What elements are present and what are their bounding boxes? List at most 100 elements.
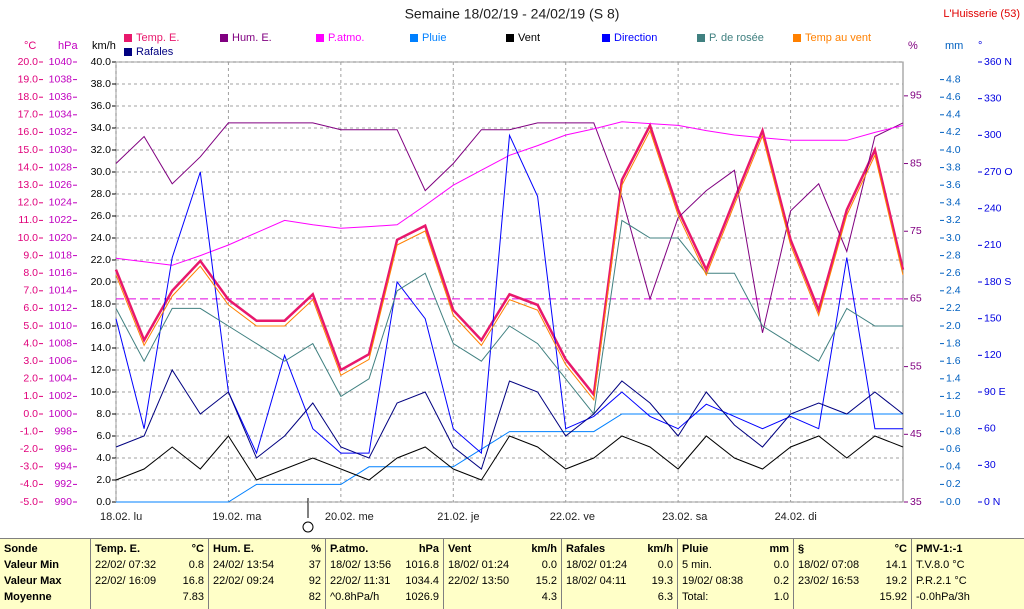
y-tick-label: 210: [984, 239, 1002, 251]
column-unit: °C: [894, 543, 907, 555]
column-name: Temp. E.: [95, 543, 141, 555]
y-tick-label: 20.0: [18, 56, 39, 68]
stat-when: 18/02/ 01:24: [448, 559, 510, 571]
stats-row: Hum. E.%: [213, 541, 321, 557]
stat-when: Total:: [682, 591, 709, 603]
y-tick-label: 1.2: [946, 390, 961, 402]
stat-value: 19.2: [885, 575, 907, 587]
y-tick-label: 11.0: [18, 214, 38, 226]
stat-value: 6.3: [657, 591, 673, 603]
y-tick-label: 0.8: [946, 425, 961, 437]
stats-column: Hum. E.% 24/02/ 13:54 37 22/02/ 09:24 92 82: [208, 539, 325, 609]
column-name: Hum. E.: [213, 543, 254, 555]
y-tick-label: 0 N: [984, 496, 1000, 508]
stats-row: ^0.8hPa/h 1026.9: [330, 589, 439, 605]
y-tick-label: 6.0: [96, 430, 111, 442]
y-tick-label: 300: [984, 129, 1002, 141]
column-name: PMV-1:-1: [916, 543, 963, 555]
stat-value: 0.0: [773, 559, 789, 571]
stat-when: 22/02/ 11:31: [330, 575, 391, 587]
y-tick-label: 1038: [49, 73, 73, 85]
y-tick-label: 30.0: [91, 166, 112, 178]
stats-row: 22/02/ 09:24 92: [213, 573, 321, 589]
axis-unit: hPa: [58, 40, 78, 52]
y-tick-label: 1.0: [946, 408, 961, 420]
legend-label: Rafales: [136, 46, 174, 58]
y-tick-label: 34.0: [91, 122, 112, 134]
series-line: [114, 122, 905, 398]
y-tick-label: 14.0: [91, 342, 112, 354]
legend-label: P. de rosée: [709, 32, 764, 44]
stats-row: 5 min. 0.0: [682, 557, 789, 573]
axis-unit: km/h: [92, 40, 116, 52]
y-tick-label: 3.0: [23, 355, 38, 367]
x-tick-label: 22.02. ve: [550, 511, 595, 523]
y-tick-label: 1020: [49, 232, 73, 244]
stat-value: 0.8: [188, 559, 204, 571]
stats-column: Vent km/h 18/02/ 01:24 0.0 22/02/ 13:50 15.2 4…: [443, 539, 561, 609]
legend-label: Direction: [614, 32, 657, 44]
series-line: [115, 129, 904, 402]
y-tick-label: 18.0: [91, 298, 112, 310]
axis-unit: mm: [945, 40, 963, 52]
stat-value: 1.0: [773, 591, 789, 603]
y-tick-label: 4.0: [23, 337, 38, 349]
y-tick-label: 1032: [49, 126, 73, 138]
column-name: Rafales: [566, 543, 606, 555]
stats-row: 82: [213, 589, 321, 605]
stats-row: Pluie mm: [682, 541, 789, 557]
y-tick-label: 1008: [49, 337, 73, 349]
legend-label: Pluie: [422, 32, 446, 44]
stat-when: 19/02/ 08:38: [682, 575, 744, 587]
y-tick-label: 45: [910, 428, 922, 440]
stat-value: 37: [308, 559, 321, 571]
legend-label: Vent: [518, 32, 540, 44]
y-tick-label: 7.0: [23, 285, 38, 297]
y-tick-label: 1022: [49, 214, 73, 226]
y-tick-label: 26.0: [91, 210, 112, 222]
y-tick-label: 240: [984, 202, 1002, 214]
legend-swatch: [793, 34, 801, 42]
legend-swatch: [316, 34, 324, 42]
stat-when: -0.0hPa/3h: [916, 591, 970, 603]
stats-row: 23/02/ 16:53 19.2: [798, 573, 907, 589]
y-tick-label: 90 E: [984, 386, 1006, 398]
y-tick-label: 12.0: [18, 197, 39, 209]
x-tick-label: 23.02. sa: [662, 511, 708, 523]
stats-row: PMV-1:-1: [916, 541, 1020, 557]
y-tick-label: 3.6: [946, 179, 961, 191]
y-tick-label: -5.0: [20, 496, 38, 508]
stat-value: 7.83: [182, 591, 204, 603]
y-tick-label: 16.0: [18, 126, 39, 138]
stats-row: 6.3: [566, 589, 673, 605]
stats-column: Sonde Valeur Min Valeur Max Moyenne: [0, 539, 90, 609]
stat-when: 22/02/ 07:32: [95, 559, 157, 571]
stats-column: PMV-1:-1 T.V.8.0 °C P.R.2.1 °C -0.0hPa/3h: [911, 539, 1024, 609]
y-tick-label: 36.0: [91, 100, 112, 112]
stats-column: Pluie mm 5 min. 0.0 19/02/ 08:38 0.2 Total: 1.0: [677, 539, 793, 609]
column-unit: °C: [191, 543, 204, 555]
y-tick-label: 1024: [49, 197, 73, 209]
y-tick-label: 996: [54, 443, 72, 455]
y-tick-label: 990: [54, 496, 72, 508]
row-label: Valeur Min: [4, 559, 60, 571]
y-tick-label: 1.6: [946, 355, 961, 367]
y-tick-label: 16.0: [91, 320, 112, 332]
y-tick-label: 38.0: [91, 78, 112, 90]
stat-when: 18/02/ 04:11: [566, 575, 627, 587]
y-tick-label: 270 O: [984, 166, 1013, 178]
y-tick-label: 75: [910, 225, 922, 237]
y-tick-label: 3.2: [946, 214, 961, 226]
y-tick-label: 1026: [49, 179, 73, 191]
stats-column: Temp. E. °C 22/02/ 07:32 0.8 22/02/ 16:09 16.…: [90, 539, 208, 609]
y-tick-label: 120: [984, 349, 1002, 361]
stats-row: § °C: [798, 541, 907, 557]
axis-unit: °: [978, 40, 982, 52]
y-tick-label: 18.0: [18, 91, 39, 103]
row-label: Valeur Max: [4, 575, 62, 587]
legend-label: P.atmo.: [328, 32, 365, 44]
y-tick-label: 40.0: [91, 56, 112, 68]
x-tick-label: 21.02. je: [437, 511, 479, 523]
y-tick-label: 6.0: [23, 302, 38, 314]
y-tick-label: 2.0: [23, 373, 38, 385]
